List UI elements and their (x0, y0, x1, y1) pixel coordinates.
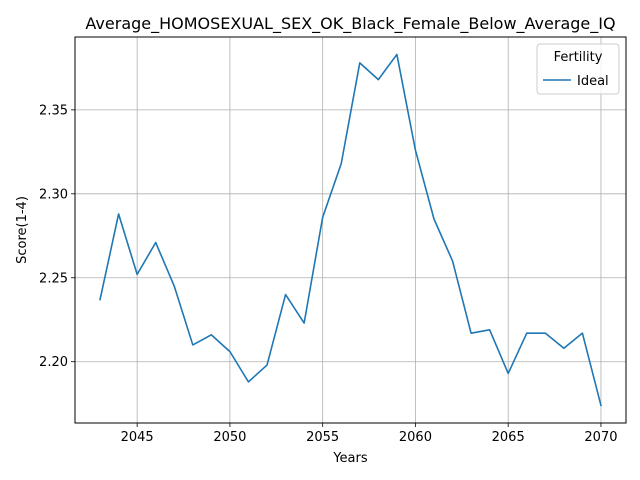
y-tick-label: 2.30 (39, 187, 68, 202)
x-tick-label: 2055 (306, 430, 339, 445)
legend: Fertility Ideal (536, 43, 620, 95)
axis-ticks: 2045 2050 2055 2060 2065 2070 2.20 2.25 2.30 2.35 (39, 103, 617, 445)
chart-title: Average_HOMOSEXUAL_SEX_OK_Black_Female_B… (85, 14, 615, 34)
y-tick-label: 2.25 (39, 271, 68, 286)
x-tick-label: 2065 (492, 430, 525, 445)
legend-box (536, 43, 620, 95)
x-axis-label: Years (332, 451, 368, 466)
plot-frame (74, 36, 627, 424)
legend-label-ideal: Ideal (577, 74, 609, 89)
y-axis-label: Score(1-4) (15, 196, 30, 264)
x-tick-label: 2060 (399, 430, 432, 445)
series-layer (99, 53, 602, 407)
x-tick-label: 2070 (584, 430, 617, 445)
legend-title: Fertility (554, 50, 603, 65)
x-tick-label: 2050 (213, 430, 246, 445)
x-tick-label: 2045 (121, 430, 154, 445)
y-tick-label: 2.35 (39, 103, 68, 118)
y-tick-label: 2.20 (39, 355, 68, 370)
series-line-ideal (99, 53, 602, 407)
